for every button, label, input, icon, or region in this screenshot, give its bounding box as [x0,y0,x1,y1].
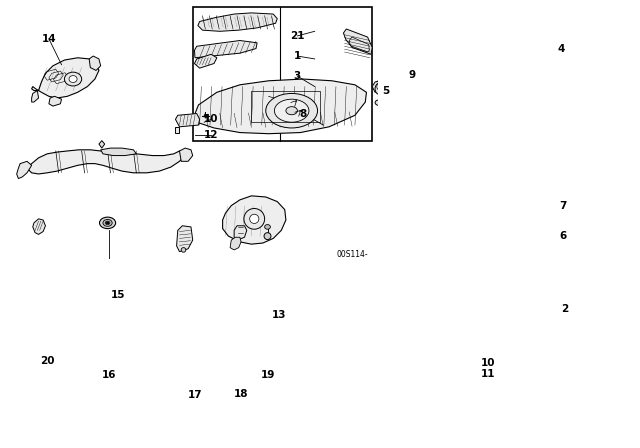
Ellipse shape [107,222,108,223]
Text: 12: 12 [204,130,218,140]
Text: 9: 9 [409,70,416,80]
Text: 18: 18 [234,389,248,399]
Polygon shape [99,141,105,148]
Ellipse shape [250,214,259,224]
Polygon shape [195,54,217,68]
Text: 6: 6 [559,231,567,241]
Ellipse shape [108,222,109,224]
Bar [193,7,372,141]
Text: 00S114-: 00S114- [336,250,368,259]
Ellipse shape [106,222,108,224]
Ellipse shape [105,221,110,224]
Ellipse shape [433,229,438,234]
Bar [252,90,321,122]
Polygon shape [230,237,241,250]
Polygon shape [175,127,179,133]
Polygon shape [100,148,136,155]
Polygon shape [234,226,247,240]
Polygon shape [195,40,257,58]
Polygon shape [31,90,38,102]
Ellipse shape [415,99,421,103]
Text: 13: 13 [272,310,286,320]
Text: 3: 3 [294,71,301,81]
Text: 1: 1 [294,51,301,61]
Text: 10: 10 [204,114,218,125]
Ellipse shape [264,233,271,240]
Ellipse shape [377,83,383,90]
Text: 5: 5 [382,86,390,95]
Polygon shape [20,150,185,174]
Text: 8: 8 [300,108,307,119]
Polygon shape [177,226,193,252]
Ellipse shape [69,76,77,82]
Text: 2: 2 [561,304,568,314]
Polygon shape [372,81,384,92]
Ellipse shape [413,97,424,105]
Polygon shape [344,29,372,54]
Ellipse shape [108,222,109,224]
Polygon shape [440,221,448,232]
Polygon shape [223,196,286,244]
Polygon shape [198,13,277,31]
Text: 11: 11 [481,369,495,379]
Polygon shape [33,219,45,234]
Ellipse shape [107,223,108,224]
Text: 14: 14 [42,34,56,44]
Polygon shape [31,58,99,98]
Text: 21: 21 [290,31,305,41]
Text: 4: 4 [557,43,564,54]
Polygon shape [89,56,100,70]
Text: 7: 7 [559,201,567,211]
Polygon shape [195,79,367,134]
Ellipse shape [108,223,109,224]
Ellipse shape [424,229,429,234]
Ellipse shape [108,222,109,223]
Ellipse shape [415,73,421,79]
Ellipse shape [286,107,298,115]
Ellipse shape [375,83,384,95]
Ellipse shape [99,217,116,228]
Text: 19: 19 [260,370,275,380]
Text: 16: 16 [102,370,116,380]
Ellipse shape [264,224,270,229]
Ellipse shape [275,99,309,122]
Ellipse shape [375,100,384,106]
Ellipse shape [65,72,82,86]
Polygon shape [271,99,283,108]
Polygon shape [17,161,31,179]
Ellipse shape [266,94,317,128]
Ellipse shape [103,220,112,226]
Ellipse shape [181,248,186,252]
Text: 10: 10 [481,358,495,368]
Polygon shape [175,114,200,127]
Text: 17: 17 [188,391,202,401]
Polygon shape [539,224,549,233]
Polygon shape [418,221,446,248]
Polygon shape [329,295,377,325]
Ellipse shape [244,208,264,229]
Text: 15: 15 [111,290,125,300]
Polygon shape [179,148,193,161]
Polygon shape [49,96,61,106]
Polygon shape [539,190,552,213]
Text: 20: 20 [40,356,54,366]
